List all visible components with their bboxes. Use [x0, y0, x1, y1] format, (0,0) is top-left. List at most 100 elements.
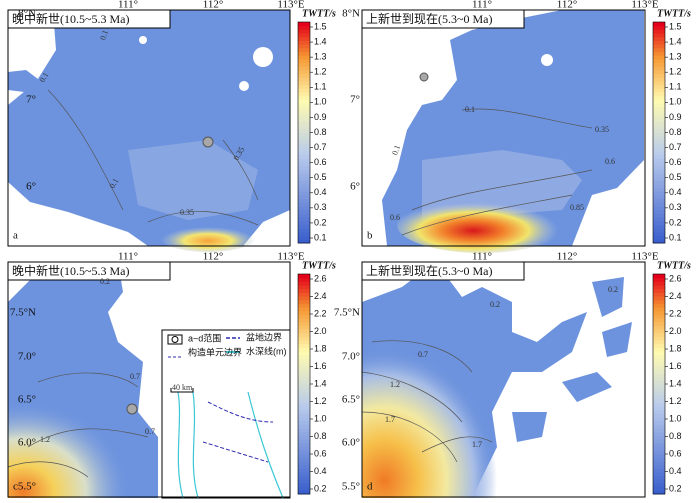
colorbar-tick-label: 1.2	[314, 396, 327, 406]
colorbar-cell	[298, 47, 310, 52]
lat-label: 7.5°N	[10, 307, 36, 319]
colorbar-cell	[298, 336, 310, 341]
colorbar-cell	[298, 358, 310, 363]
colorbar-title: TWTT/s	[657, 260, 691, 271]
colorbar-tick-label: 1.5	[669, 21, 682, 31]
colorbar-cell	[653, 91, 665, 97]
colorbar-cell	[298, 398, 310, 403]
panel-label: b	[367, 230, 373, 242]
colorbar-tick-label: 1.8	[669, 343, 682, 353]
contour-label: 1.2	[40, 435, 50, 444]
colorbar-cell	[653, 114, 665, 119]
colorbar-cell	[298, 384, 310, 389]
colorbar-cell	[298, 468, 310, 473]
colorbar-cell	[298, 490, 310, 495]
colorbar-tick-label: 0.2	[669, 217, 682, 227]
colorbar-cell	[298, 387, 310, 392]
colorbar-cell	[653, 106, 665, 111]
colorbar-cell	[298, 154, 310, 159]
colorbar-cell	[653, 51, 665, 56]
lon-label: 111°	[472, 251, 492, 263]
panel-label: a	[13, 230, 18, 242]
colorbar-cell	[298, 132, 310, 137]
colorbar-cell	[298, 446, 310, 451]
contour-label: 0.85	[570, 203, 584, 212]
colorbar-tick-label: 0.9	[669, 112, 682, 122]
colorbar-cell	[653, 169, 665, 174]
colorbar-cell	[653, 165, 665, 170]
lat-label: 7°	[26, 94, 36, 106]
colorbar-cell	[653, 117, 665, 122]
colorbar-cell	[298, 450, 310, 455]
contour-label: 1.7	[472, 440, 482, 449]
colorbar-cell	[298, 84, 310, 89]
colorbar-cell	[298, 424, 310, 429]
colorbar-cell	[298, 347, 310, 352]
colorbar-tick-label: 0.3	[669, 202, 682, 212]
colorbar-cell	[653, 354, 665, 359]
colorbar-cell	[298, 483, 310, 488]
colorbar-cell	[653, 358, 665, 363]
colorbar-cell	[298, 169, 310, 174]
colorbar-cell	[653, 58, 665, 64]
colorbar-cell	[653, 77, 665, 82]
colorbar-cell	[653, 209, 665, 215]
colorbar-cell	[653, 73, 665, 78]
colorbar-cell	[298, 340, 310, 345]
colorbar-cell	[298, 136, 310, 141]
lat-label: 7.0°	[342, 351, 360, 363]
lat-label: 6.0°	[342, 437, 360, 449]
lat-label: 6°	[350, 181, 360, 193]
colorbar-tick-label: 0.4	[314, 187, 327, 197]
colorbar-cell	[653, 69, 665, 75]
colorbar-cell	[653, 95, 665, 100]
colorbar-tick-label: 1.0	[314, 97, 327, 107]
colorbar-cell	[653, 457, 665, 462]
colorbar-tick-label: 1.0	[669, 413, 682, 423]
colorbar-cell	[298, 95, 310, 100]
colorbar-cell	[298, 187, 310, 192]
colorbar-cell	[653, 184, 665, 189]
colorbar-cell	[298, 296, 310, 301]
contour-label: 0.1	[38, 71, 51, 84]
map-b	[361, 9, 646, 253]
colorbar-cell	[298, 373, 310, 378]
colorbar-cell	[298, 420, 310, 425]
colorbar-tick-label: 1.8	[314, 343, 327, 353]
colorbar-cell	[298, 22, 310, 27]
colorbar-tick-label: 2.2	[669, 308, 682, 318]
colorbar-cell	[653, 406, 665, 411]
colorbar-cell	[298, 439, 310, 444]
colorbar-tick-label: 1.2	[314, 67, 327, 77]
colorbar-tick-label: 0.8	[314, 127, 327, 137]
colorbar-cell	[653, 296, 665, 301]
lat-label: 8°N	[18, 8, 36, 20]
map-d	[361, 261, 646, 498]
colorbar-cell	[298, 150, 310, 156]
colorbar-cell	[298, 55, 310, 60]
legend-item: 水深线(m)	[246, 345, 287, 356]
colorbar-cell	[653, 235, 665, 240]
colorbar-cell	[653, 380, 665, 385]
panel-label: c	[13, 481, 18, 493]
colorbar-cell	[653, 325, 665, 330]
colorbar-tick-label: 1.0	[669, 97, 682, 107]
colorbar-cell	[298, 158, 310, 163]
colorbar-cell	[298, 402, 310, 407]
colorbar-tick-label: 2.2	[314, 308, 327, 318]
colorbar-tick-label: 0.4	[669, 187, 682, 197]
colorbar-cell	[298, 161, 310, 167]
colorbar-cell	[653, 44, 665, 49]
lon-label: 112°	[557, 251, 578, 263]
colorbar-cell	[298, 351, 310, 356]
colorbar-tick-label: 2.0	[314, 326, 327, 336]
colorbar-cell	[653, 490, 665, 495]
colorbar-cell	[653, 198, 665, 203]
colorbar-cell	[298, 354, 310, 359]
colorbar-cell	[653, 202, 665, 207]
colorbar-tick-label: 1.4	[314, 378, 327, 388]
colorbar-cell	[298, 431, 310, 436]
colorbar-cell	[653, 336, 665, 341]
colorbar-cell	[298, 285, 310, 290]
colorbar-cell	[298, 362, 310, 367]
